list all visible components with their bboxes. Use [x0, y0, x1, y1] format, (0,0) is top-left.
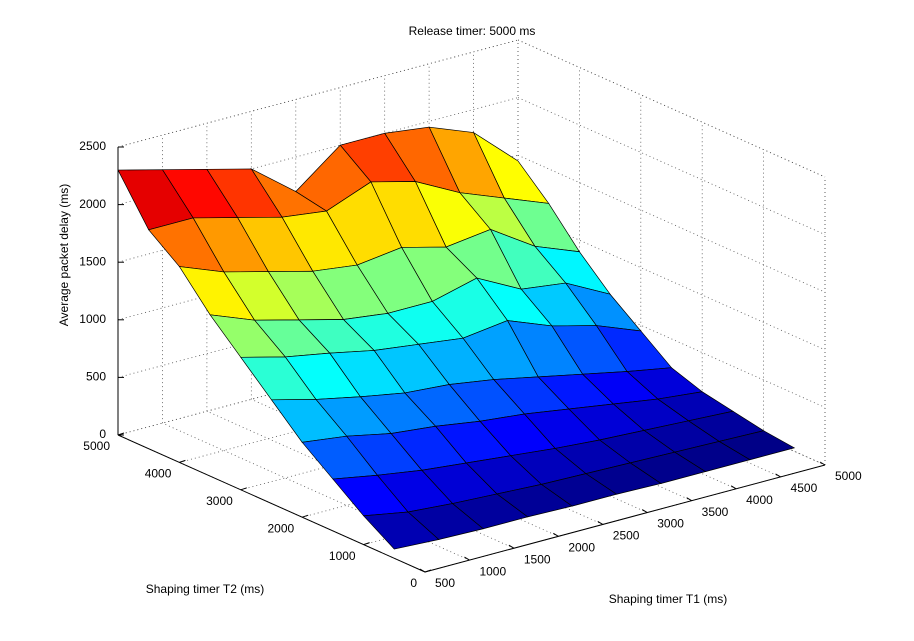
z-axis-label: Average packet delay (ms) [57, 184, 71, 327]
z-tick-label: 2000 [79, 197, 106, 211]
x-tick [508, 544, 515, 549]
y-tick [240, 487, 247, 491]
y-tick-label: 5000 [83, 439, 110, 453]
y-axis-label: Shaping timer T2 (ms) [146, 582, 264, 596]
x-tick-label: 3500 [702, 505, 729, 519]
x-tick-label: 4500 [791, 481, 818, 495]
y-axis [117, 434, 426, 573]
x-axis-label: Shaping timer T1 (ms) [609, 592, 727, 606]
y-tick-label: 0 [410, 576, 417, 590]
z-tick-label: 2500 [79, 139, 106, 153]
grid-line [517, 97, 826, 235]
x-tick [730, 485, 737, 490]
x-tick-label: 2500 [613, 529, 640, 543]
y-tick-label: 3000 [206, 494, 233, 508]
x-tick-label: 5000 [835, 469, 862, 483]
z-tick-label: 500 [86, 370, 106, 384]
surface-face [362, 511, 440, 550]
x-tick [819, 461, 826, 466]
z-tick-label: 0 [99, 427, 106, 441]
x-tick [464, 556, 470, 561]
x-tick [597, 521, 604, 525]
x-tick-label: 4000 [746, 493, 773, 507]
x-tick-label: 2000 [568, 541, 595, 555]
x-tick-label: 1000 [479, 564, 506, 578]
x-tick [775, 473, 781, 478]
x-tick-label: 1500 [524, 552, 551, 566]
y-tick [424, 569, 432, 573]
z-tick-label: 1500 [79, 254, 106, 268]
z-tick-label: 1000 [79, 312, 106, 326]
box-edge [517, 39, 826, 178]
x-tick [419, 568, 426, 573]
x-tick-label: 3000 [657, 517, 684, 531]
y-tick-label: 1000 [329, 549, 356, 563]
x-axis [424, 464, 826, 573]
y-tick [117, 432, 125, 436]
y-tick-label: 2000 [267, 521, 294, 535]
x-tick-label: 500 [435, 576, 455, 590]
y-tick [363, 542, 370, 546]
chart-title: Release timer: 5000 ms [409, 24, 536, 38]
x-tick [641, 509, 648, 513]
y-tick [302, 514, 309, 518]
y-tick [179, 459, 186, 463]
x-tick [686, 497, 692, 502]
grid-line [517, 154, 826, 293]
y-tick-label: 4000 [145, 467, 172, 481]
x-tick [553, 532, 559, 537]
